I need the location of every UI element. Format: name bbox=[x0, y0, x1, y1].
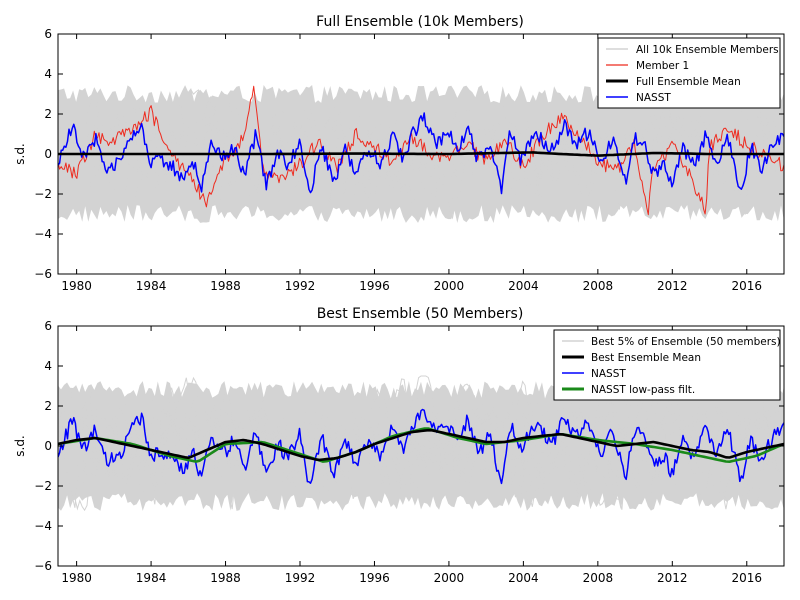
x-tick-label: 1988 bbox=[210, 279, 241, 293]
legend-box bbox=[597, 37, 781, 109]
y-tick-label: 4 bbox=[44, 359, 52, 373]
x-tick-label: 2008 bbox=[583, 571, 614, 585]
y-tick-label: 2 bbox=[44, 399, 52, 413]
series-line-lowpass bbox=[58, 427, 784, 464]
legend-label-nasst: NASST bbox=[636, 92, 671, 104]
y-tick-label: −6 bbox=[34, 267, 52, 281]
x-tick-label: 2004 bbox=[508, 571, 539, 585]
series-line-nasst bbox=[58, 408, 784, 485]
x-tick-label: 1988 bbox=[210, 571, 241, 585]
ensemble-member-line bbox=[58, 392, 784, 512]
series-line-nasst bbox=[58, 112, 784, 195]
legend: Best 5% of Ensemble (50 members) Best En… bbox=[553, 329, 781, 401]
legend-label-lowpass: NASST low-pass filt. bbox=[591, 384, 695, 396]
x-tick-label: 1996 bbox=[359, 571, 390, 585]
x-tick-label: 1980 bbox=[61, 279, 92, 293]
series-line-mean bbox=[58, 428, 784, 462]
y-axis-label: s.d. bbox=[13, 435, 27, 457]
legend: All 10k Ensemble Members Member 1 Full E… bbox=[597, 37, 781, 109]
y-tick-label: 6 bbox=[44, 27, 52, 41]
series-line-mean bbox=[58, 151, 784, 157]
y-tick-label: 4 bbox=[44, 67, 52, 81]
y-tick-label: 2 bbox=[44, 107, 52, 121]
legend-label-mean: Best Ensemble Mean bbox=[591, 352, 701, 364]
y-tick-label: −4 bbox=[34, 519, 52, 533]
x-tick-label: 1980 bbox=[61, 571, 92, 585]
x-tick-label: 2000 bbox=[434, 279, 465, 293]
y-tick-label: −2 bbox=[34, 187, 52, 201]
x-tick-label: 1984 bbox=[136, 279, 167, 293]
x-tick-label: 1992 bbox=[285, 279, 316, 293]
ensemble-member-line bbox=[58, 388, 784, 510]
x-tick-label: 1996 bbox=[359, 279, 390, 293]
x-tick-label: 2012 bbox=[657, 571, 688, 585]
ensemble-member-line bbox=[58, 383, 784, 510]
plot-area bbox=[58, 85, 784, 223]
legend-label-mean: Full Ensemble Mean bbox=[636, 76, 741, 88]
ensemble-member-line bbox=[58, 390, 784, 500]
ensemble-member-line bbox=[58, 106, 784, 197]
x-tick-label: 2016 bbox=[731, 279, 762, 293]
x-tick-label: 2012 bbox=[657, 279, 688, 293]
y-tick-label: 6 bbox=[44, 319, 52, 333]
y-tick-label: −6 bbox=[34, 559, 52, 573]
panel-full-ensemble: Full Ensemble (10k Members) s.d. −6 −4 −2 0… bbox=[13, 14, 785, 293]
ensemble-member-line bbox=[58, 398, 784, 502]
legend-label-ensemble: Best 5% of Ensemble (50 members) bbox=[591, 336, 781, 348]
legend-box bbox=[553, 329, 781, 401]
x-tick-label: 2000 bbox=[434, 571, 465, 585]
x-tick-label: 1984 bbox=[136, 571, 167, 585]
x-tick-label: 2008 bbox=[583, 279, 614, 293]
chart-title: Best Ensemble (50 Members) bbox=[317, 306, 524, 322]
chart-title: Full Ensemble (10k Members) bbox=[316, 14, 524, 30]
y-tick-label: 0 bbox=[44, 147, 52, 161]
legend-label-member: Member 1 bbox=[636, 60, 689, 72]
y-axis-label: s.d. bbox=[13, 143, 27, 165]
x-tick-label: 2016 bbox=[731, 571, 762, 585]
plot-area bbox=[58, 375, 784, 512]
x-tick-label: 1992 bbox=[285, 571, 316, 585]
y-tick-label: 0 bbox=[44, 439, 52, 453]
ensemble-member-line bbox=[58, 90, 784, 222]
y-tick-label: −2 bbox=[34, 479, 52, 493]
legend-label-ensemble: All 10k Ensemble Members bbox=[636, 44, 779, 56]
x-tick-label: 2004 bbox=[508, 279, 539, 293]
panel-best-ensemble: Best Ensemble (50 Members) s.d. −6 −4 −2 0 2… bbox=[13, 306, 785, 585]
legend-label-nasst: NASST bbox=[591, 368, 626, 380]
y-tick-label: −4 bbox=[34, 227, 52, 241]
